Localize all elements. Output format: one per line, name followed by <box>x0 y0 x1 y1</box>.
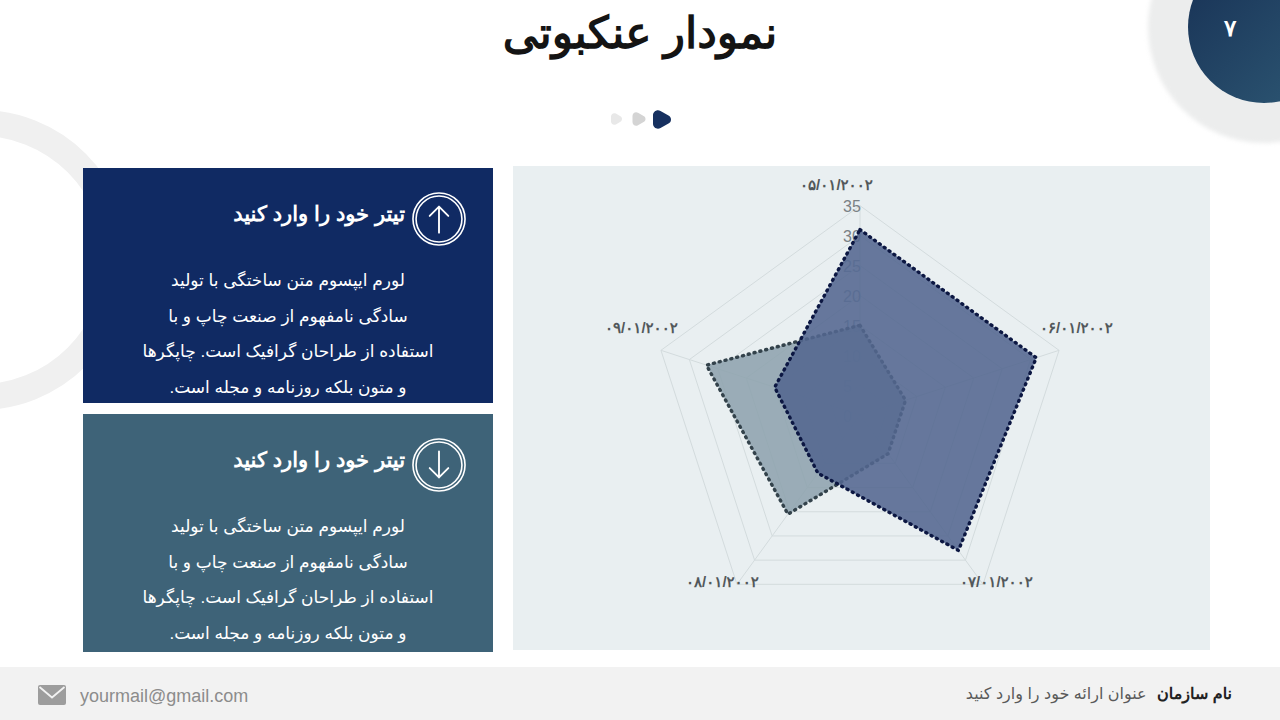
svg-text:35: 35 <box>843 198 861 215</box>
